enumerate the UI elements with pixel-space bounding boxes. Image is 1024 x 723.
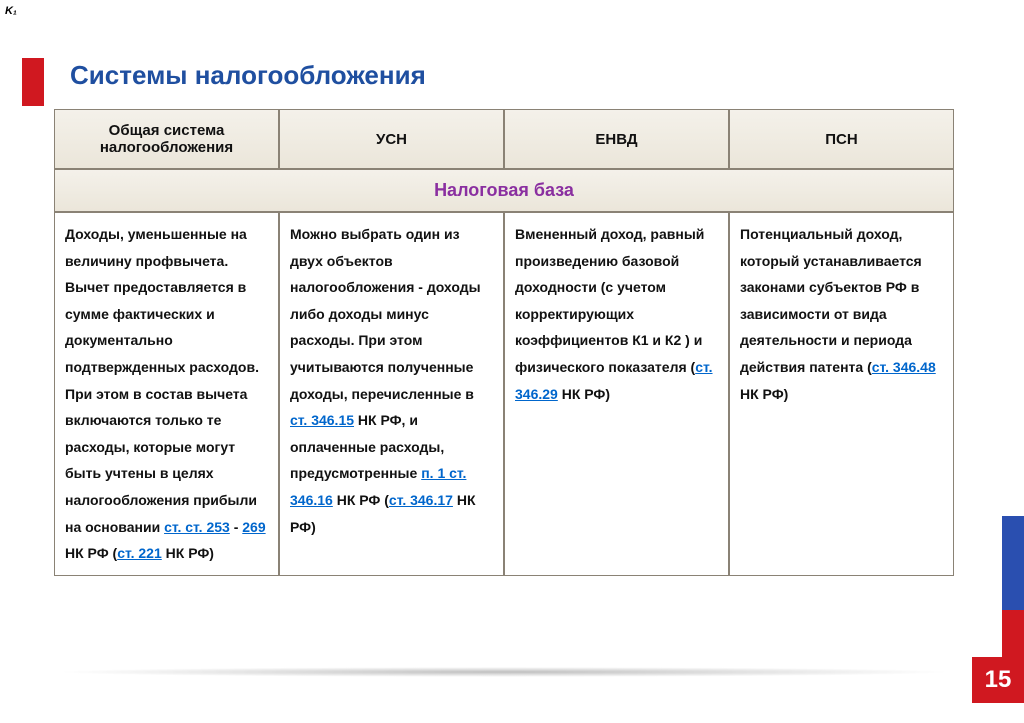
corner-label: K₁ xyxy=(5,5,17,17)
cell-text: НК РФ) xyxy=(162,545,214,561)
table-shadow xyxy=(54,667,954,677)
section-row: Налоговая база xyxy=(54,169,954,212)
cell-text: НК РФ) xyxy=(740,386,788,402)
red-accent-bar xyxy=(22,58,44,106)
tax-table: Общая система налогообложения УСН ЕНВД П… xyxy=(54,109,954,576)
cell-text: Можно выбрать один из двух объектов нало… xyxy=(290,226,481,402)
col-header: УСН xyxy=(279,109,504,169)
law-link[interactable]: ст. 346.48 xyxy=(872,359,936,375)
law-link[interactable]: ст. ст. 253 xyxy=(164,519,230,535)
table-header-row: Общая система налогообложения УСН ЕНВД П… xyxy=(54,109,954,169)
cell-psn: Потенциальный доход, который устанавлива… xyxy=(729,212,954,576)
cell-text: Доходы, уменьшенные на величину профвыче… xyxy=(65,226,259,535)
col-header: ЕНВД xyxy=(504,109,729,169)
slide: Системы налогообложения Общая система на… xyxy=(40,30,1004,703)
cell-text: Потенциальный доход, который устанавлива… xyxy=(740,226,922,375)
law-link[interactable]: ст. 346.17 xyxy=(389,492,453,508)
flag-white xyxy=(1002,423,1024,516)
cell-usn: Можно выбрать один из двух объектов нало… xyxy=(279,212,504,576)
page-number-badge: 15 xyxy=(972,657,1024,703)
page-title: Системы налогообложения xyxy=(70,60,1004,91)
cell-text: НК РФ) xyxy=(558,386,610,402)
cell-text: - xyxy=(230,519,242,535)
table-row: Доходы, уменьшенные на величину профвыче… xyxy=(54,212,954,576)
cell-envd: Вмененный доход, равный произведению баз… xyxy=(504,212,729,576)
cell-text: НК РФ ( xyxy=(333,492,389,508)
cell-osno: Доходы, уменьшенные на величину профвыче… xyxy=(54,212,279,576)
section-label: Налоговая база xyxy=(54,169,954,212)
cell-text: Вмененный доход, равный произведению баз… xyxy=(515,226,704,375)
law-link[interactable]: ст. 346.15 xyxy=(290,412,354,428)
col-header: Общая система налогообложения xyxy=(54,109,279,169)
cell-text: НК РФ ( xyxy=(65,545,117,561)
law-link[interactable]: 269 xyxy=(242,519,265,535)
col-header: ПСН xyxy=(729,109,954,169)
flag-blue xyxy=(1002,516,1024,609)
law-link[interactable]: ст. 221 xyxy=(117,545,162,561)
